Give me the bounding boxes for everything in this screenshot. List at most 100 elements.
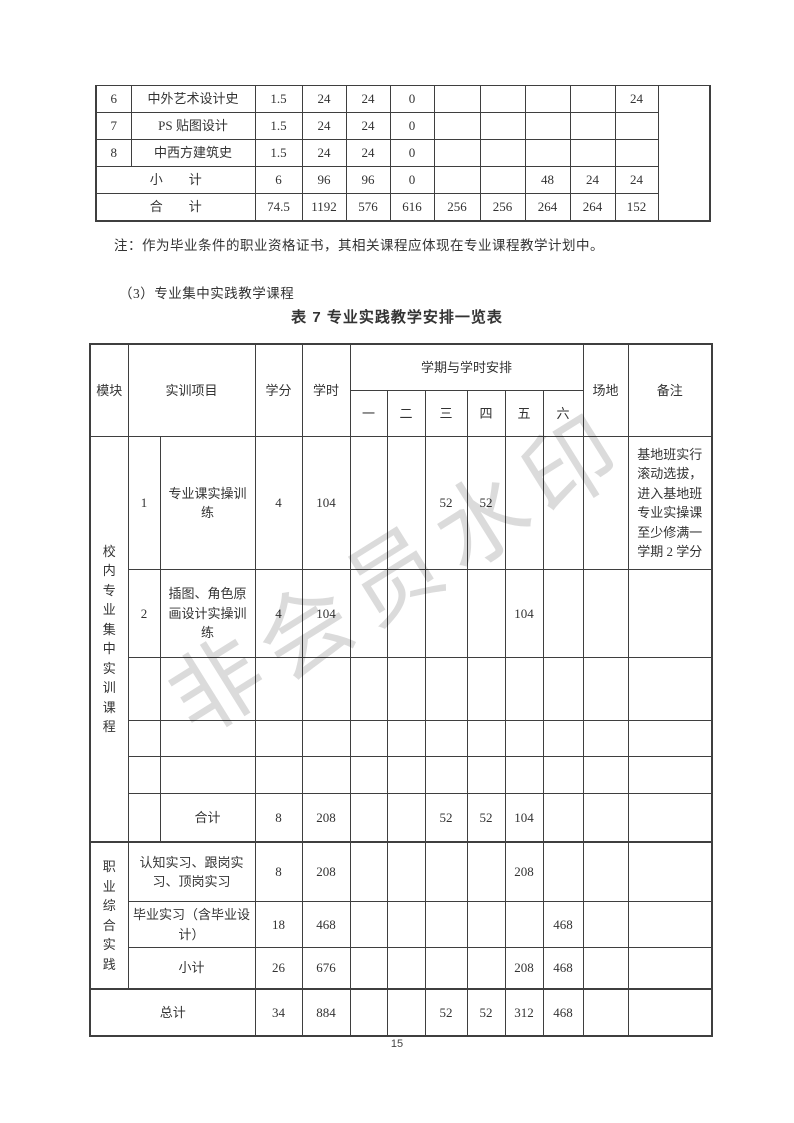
empty-row	[90, 657, 713, 721]
table-row: 毕业实习（含毕业设计） 18 468 468	[90, 901, 713, 948]
semester-cell: 468	[542, 901, 584, 948]
table-cell	[386, 720, 426, 757]
semester-cell: 52	[466, 988, 506, 1037]
table-cell	[433, 166, 481, 194]
table-cell	[127, 756, 161, 794]
venue-cell	[582, 793, 629, 843]
table-cell	[424, 756, 468, 794]
row-number-cell: 8	[95, 139, 132, 167]
course-name-cell: PS 贴图设计	[130, 112, 256, 140]
project-name-cell: 专业课实操训练	[159, 436, 256, 570]
header-row: 模块 实训项目 学分 学时 学期与学时安排 场地 备注	[89, 343, 713, 437]
subtotal-row: 小 计 6 96 96 0 48 24 24	[95, 166, 710, 194]
table-cell	[433, 85, 481, 113]
semester-cell	[386, 947, 426, 990]
header-semester-1: 一	[349, 390, 388, 437]
credits-cell: 4	[254, 436, 303, 570]
table-cell: 6	[254, 166, 303, 194]
table-cell: 576	[345, 193, 391, 222]
table-cell: 0	[389, 85, 435, 113]
table-cell	[479, 112, 526, 140]
header-hours: 学时	[301, 343, 351, 437]
table-cell: 24	[345, 112, 391, 140]
course-hours-table: 6 中外艺术设计史 1.5 24 24 0 24 7 PS 贴图设计 1.5 2…	[95, 85, 711, 222]
empty-row	[90, 756, 713, 794]
subtotal-row: 小计 26 676 208 468	[90, 947, 713, 990]
header-semester-5: 五	[504, 390, 544, 437]
semester-cell	[349, 436, 388, 570]
table-cell: 24	[345, 85, 391, 113]
remark-cell	[627, 793, 713, 843]
table-cell	[433, 112, 481, 140]
table-cell	[127, 720, 161, 757]
table-cell	[569, 139, 616, 167]
header-semester-6: 六	[542, 390, 584, 437]
header-semester-2: 二	[386, 390, 426, 437]
semester-cell	[349, 841, 388, 902]
semester-cell: 52	[424, 793, 468, 843]
table-cell	[386, 657, 426, 721]
table-cell	[159, 657, 256, 721]
table-cell	[504, 756, 544, 794]
total-label-cell: 总计	[89, 988, 256, 1037]
semester-cell: 468	[542, 988, 584, 1037]
table-cell	[582, 720, 629, 757]
project-name-cell: 毕业实习（含毕业设计）	[127, 901, 256, 948]
table-cell	[466, 657, 506, 721]
table-cell	[127, 657, 161, 721]
table-cell	[542, 756, 584, 794]
semester-cell	[424, 947, 468, 990]
table-cell	[614, 112, 659, 140]
table-cell: 0	[389, 166, 435, 194]
section-heading: （3）专业集中实践教学课程	[119, 286, 295, 301]
table-cell	[627, 756, 713, 794]
semester-cell	[349, 988, 388, 1037]
table-cell	[159, 756, 256, 794]
table-title: 表 7 专业实践教学安排一览表	[291, 309, 503, 326]
header-remark: 备注	[627, 343, 713, 437]
table-cell: 24	[301, 112, 347, 140]
table-cell	[424, 657, 468, 721]
table-cell	[582, 657, 629, 721]
semester-cell: 208	[504, 947, 544, 990]
table-cell	[627, 720, 713, 757]
hours-cell: 884	[301, 988, 351, 1037]
table-cell	[386, 756, 426, 794]
hours-cell: 208	[301, 841, 351, 902]
table-cell: 152	[614, 193, 659, 222]
header-semesters-row: 一 二 三 四 五 六	[90, 390, 712, 437]
semester-cell: 52	[424, 988, 468, 1037]
table-cell	[479, 139, 526, 167]
table-cell	[349, 657, 388, 721]
row-number-cell: 2	[127, 569, 161, 658]
table-cell	[466, 756, 506, 794]
semester-cell: 312	[504, 988, 544, 1037]
credits-cell: 8	[254, 841, 303, 902]
table-row: 8 中西方建筑史 1.5 24 24 0	[95, 139, 710, 167]
note-text: 注：作为毕业条件的职业资格证书，其相关课程应体现在专业课程教学计划中。	[114, 238, 604, 253]
table-cell	[254, 657, 303, 721]
header-credits: 学分	[254, 343, 303, 437]
total-row: 合 计 74.5 1192 576 616 256 256 264 264 15…	[95, 193, 710, 222]
semester-cell	[349, 569, 388, 658]
remark-cell	[627, 988, 713, 1037]
table-cell	[582, 756, 629, 794]
header-module: 模块	[89, 343, 129, 437]
table-cell	[614, 139, 659, 167]
semester-cell	[349, 793, 388, 843]
credits-cell: 18	[254, 901, 303, 948]
module-label-cell: 校内专业集中实训课程	[89, 436, 129, 843]
row-number-cell: 1	[127, 436, 161, 570]
hours-cell: 208	[301, 793, 351, 843]
table-cell: 1.5	[254, 112, 303, 140]
semester-cell: 104	[504, 569, 544, 658]
remark-cell	[627, 901, 713, 948]
semester-cell	[349, 901, 388, 948]
table-cell	[301, 657, 351, 721]
course-name-cell: 中西方建筑史	[130, 139, 256, 167]
table-cell: 0	[389, 139, 435, 167]
semester-cell	[386, 988, 426, 1037]
table-row: 校内专业集中实训课程 1 专业课实操训练 4 104 52 52 基地班实行滚动…	[89, 436, 713, 843]
table-cell: 24	[614, 85, 659, 113]
semester-cell	[424, 569, 468, 658]
